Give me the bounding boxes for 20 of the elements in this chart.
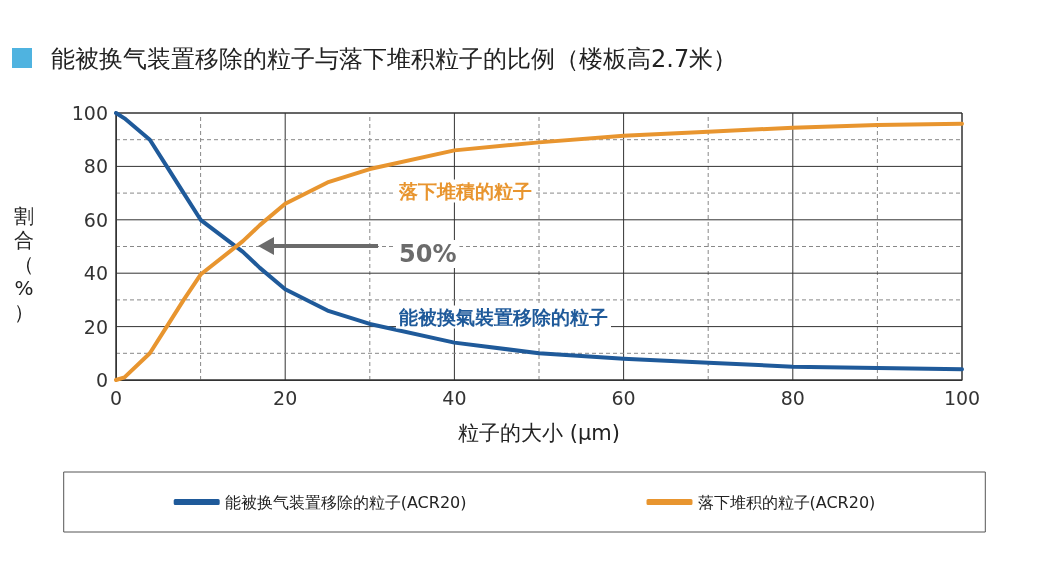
x-tick-label: 60 [611, 386, 636, 409]
y-tick-label: 100 [71, 102, 108, 124]
legend-label: 能被换气装置移除的粒子(ACR20) [224, 492, 467, 512]
y-tick-label: 20 [83, 315, 108, 338]
x-tick-label: 0 [109, 386, 123, 409]
x-tick-label: 20 [273, 386, 298, 409]
x-axis-title: 粒子的大小 (μm) [458, 420, 620, 445]
annotation: 50% [399, 240, 457, 268]
y-tick-label: 60 [83, 208, 108, 231]
x-tick-label: 100 [943, 386, 981, 409]
y-tick-label: 80 [83, 155, 108, 178]
x-tick-label: 80 [780, 386, 805, 409]
chart-title: 能被换气装置移除的粒子与落下堆积粒子的比例（楼板高2.7米） [51, 45, 738, 73]
y-axis-title: 割合（%） [13, 204, 35, 324]
y-tick-label: 40 [83, 262, 108, 285]
legend-label: 落下堆积的粒子(ACR20) [697, 492, 876, 512]
x-tick-label: 40 [442, 386, 467, 409]
annotation: 落下堆積的粒子 [398, 180, 532, 202]
annotation: 能被換氣裝置移除的粒子 [399, 306, 608, 328]
y-tick-label: 0 [95, 369, 108, 391]
